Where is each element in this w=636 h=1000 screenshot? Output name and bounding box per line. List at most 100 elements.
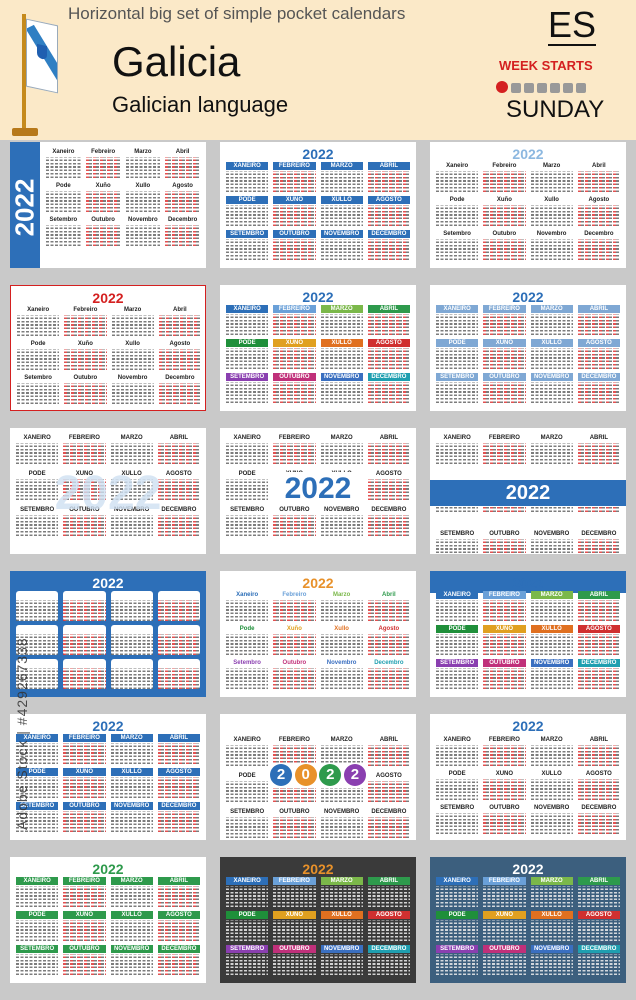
month-block: XUÑO — [483, 339, 526, 369]
month-block: MARZO — [320, 434, 363, 464]
month-block: XANEIRO — [226, 162, 269, 192]
month-name: DECEMBRO — [581, 805, 617, 811]
month-name: FEBREIRO — [273, 162, 316, 170]
month-block: XULLO — [530, 625, 573, 655]
month-block: NOVEMBRO — [320, 506, 363, 536]
month-block: XANEIRO — [226, 305, 269, 335]
month-name: XUÑO — [483, 625, 526, 633]
pocket-calendar-card: 2022 XANEIRO FEBREIRO MARZO ABRIL PODE XUÑO XUL… — [430, 857, 626, 983]
month-name: XULLO — [541, 771, 562, 777]
month-name: AGOSTO — [157, 768, 200, 776]
year-label: 2022 — [512, 146, 544, 162]
month-block: ABRIL — [577, 305, 620, 335]
year-label: 2022 — [512, 861, 544, 877]
month-name: XULLO — [320, 339, 363, 347]
month-block: Xullo — [110, 625, 153, 655]
month-name: Pode — [56, 183, 71, 189]
month-name: Pode — [239, 626, 255, 632]
month-name: Setembro — [443, 231, 471, 237]
month-name: PODE — [16, 768, 59, 776]
month-block: Xuño — [63, 625, 106, 655]
month-name: Agosto — [172, 183, 193, 189]
month-block: XANEIRO — [436, 877, 479, 907]
month-name: DECEMBRO — [577, 373, 620, 381]
month-name: NOVEMBRO — [320, 230, 363, 238]
month-name: Abril — [172, 592, 186, 598]
month-name: XUÑO — [273, 196, 316, 204]
month-block: Agosto — [367, 625, 410, 655]
month-block: Novembro — [125, 216, 161, 246]
month-name: Abril — [173, 307, 187, 313]
month-block: OUTUBRO — [273, 373, 316, 403]
month-name: DECEMBRO — [161, 507, 197, 513]
month-block: Xaneiro — [46, 148, 81, 178]
month-block: DECEMBRO — [157, 945, 200, 975]
month-block: Agosto — [158, 340, 201, 370]
pocket-calendar-card: XANEIROFEBREIROMARZOABRILPODEXUÑOXULLOAG… — [220, 714, 416, 840]
month-block: MARZO — [110, 434, 153, 464]
month-name: Outubro — [91, 217, 115, 223]
month-name: AGOSTO — [157, 911, 200, 919]
month-name: Novembro — [128, 217, 158, 223]
pocket-calendar-card: 2022 Xaneiro Febreiro Marzo Abril Pode Xuño Xul… — [430, 142, 626, 268]
month-block: SETEMBRO — [436, 804, 479, 834]
weekday-indicator-icon — [496, 80, 589, 98]
month-block: Decembro — [165, 216, 200, 246]
month-name: OUTUBRO — [483, 373, 526, 381]
year-label: 2022 — [92, 861, 124, 877]
month-grid: Xaneiro Febreiro Marzo Abril Pode Xuño Xullo Ag… — [46, 148, 200, 246]
month-name: AGOSTO — [375, 773, 402, 779]
month-block: FEBREIRO — [273, 162, 316, 192]
month-name: FEBREIRO — [273, 877, 316, 885]
month-block: XULLO — [110, 911, 153, 941]
month-block: AGOSTO — [577, 625, 620, 655]
month-block: PODE — [436, 339, 479, 369]
month-name: FEBREIRO — [488, 435, 520, 441]
month-block: PODE — [16, 470, 59, 500]
month-block: AGOSTO — [577, 911, 620, 941]
month-block: OUTUBRO — [63, 802, 106, 832]
month-block: MARZO — [320, 162, 363, 192]
month-name: AGOSTO — [375, 471, 402, 477]
month-name: PODE — [238, 773, 256, 779]
month-name: MARZO — [320, 877, 363, 885]
month-name: Agosto — [169, 341, 191, 347]
month-block: MARZO — [320, 305, 363, 335]
month-name: Setembro — [233, 660, 261, 666]
month-block: XULLO — [320, 196, 363, 226]
month-name: MARZO — [330, 737, 353, 743]
month-name: Marzo — [122, 592, 141, 598]
month-block: Febreiro — [85, 148, 121, 178]
month-block: Xullo — [320, 625, 363, 655]
month-name: PODE — [226, 339, 269, 347]
month-block: NOVEMBRO — [320, 373, 363, 403]
month-name: ABRIL — [589, 435, 609, 441]
month-name: AGOSTO — [367, 196, 410, 204]
month-block: FEBREIRO — [483, 305, 526, 335]
month-block: XULLO — [320, 911, 363, 941]
month-name: Outubro — [73, 375, 98, 381]
month-name: XUÑO — [63, 911, 106, 919]
month-block: XANEIRO — [226, 877, 269, 907]
month-block: Pode — [17, 340, 60, 370]
month-name: SETEMBRO — [16, 945, 59, 953]
month-block: XULLO — [530, 911, 573, 941]
month-block: DECEMBRO — [367, 808, 410, 838]
pocket-calendar-card: XANEIROFEBREIROMARZOABRILPODEXUÑOXULLOAG… — [430, 428, 626, 554]
month-grid: Xaneiro Febreiro Marzo Abril Pode Xuño Xullo Ag… — [226, 591, 410, 689]
month-block: Xuño — [273, 625, 316, 655]
month-block: OUTUBRO — [483, 804, 526, 834]
month-name: XULLO — [110, 768, 153, 776]
month-name: Decembro — [165, 375, 195, 381]
month-name: FEBREIRO — [63, 877, 106, 885]
month-name: SETEMBRO — [436, 945, 479, 953]
year-label: 2022 — [92, 290, 124, 306]
month-block: Xaneiro — [16, 591, 59, 621]
month-block: Marzo — [125, 148, 161, 178]
month-name: Outubro — [492, 231, 517, 237]
month-grid: Xaneiro Febreiro Marzo Abril Pode Xuño Xullo Ag… — [17, 306, 201, 404]
month-block: MARZO — [530, 305, 573, 335]
month-name: NOVEMBRO — [533, 531, 570, 537]
month-block: XULLO — [320, 339, 363, 369]
month-name: XUÑO — [483, 911, 526, 919]
